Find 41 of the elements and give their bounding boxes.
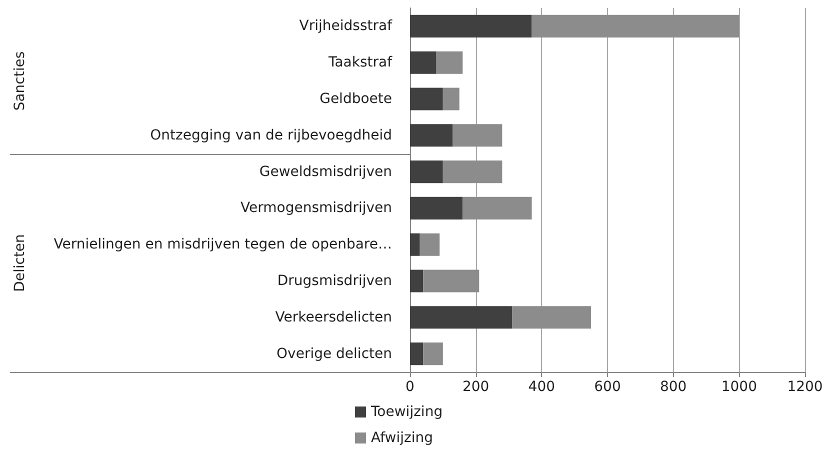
bar xyxy=(410,270,424,292)
x-tick-label: 400 xyxy=(528,379,556,395)
bar xyxy=(442,88,460,110)
text: Delicten xyxy=(12,234,28,292)
bar xyxy=(410,51,436,74)
bar xyxy=(410,88,443,110)
bar xyxy=(462,196,532,220)
x-tick-label: 0 xyxy=(406,379,414,395)
x-tick-label: 200 xyxy=(462,379,490,395)
y-tick-label: Vernielingen en misdrijven tegen de openbare… xyxy=(54,236,392,253)
y-tick-label: Taakstraf xyxy=(327,54,394,71)
bar xyxy=(436,51,463,74)
x-tick-label: 800 xyxy=(660,379,687,395)
bar xyxy=(410,306,512,329)
bar xyxy=(420,233,440,256)
y-tick-label: Verkeersdelicten xyxy=(275,309,392,326)
bar xyxy=(410,233,420,256)
bar xyxy=(423,342,443,366)
bar xyxy=(452,124,502,147)
y-tick-label: Geweldsmisdrijven xyxy=(259,164,392,180)
y-tick-label: Overige delicten xyxy=(276,346,392,362)
bar xyxy=(410,14,532,38)
y-tick-label: Vermogensmisdrijven xyxy=(240,200,392,216)
bar xyxy=(410,160,443,184)
y-tick-label: Vrijheidsstraf xyxy=(299,18,394,34)
bar xyxy=(410,196,463,220)
bar xyxy=(512,306,592,329)
bar xyxy=(442,160,502,184)
legend-label: Afwijzing xyxy=(371,430,433,446)
bar xyxy=(410,124,453,147)
y-tick-label: Ontzegging van de rijbevoegdheid xyxy=(150,127,392,144)
bar xyxy=(532,14,740,38)
y-tick-label: Drugsmisdrijven xyxy=(277,273,392,289)
text: Sancties xyxy=(12,51,28,110)
x-tick-label: 1200 xyxy=(787,379,823,395)
legend-label: Toewijzing xyxy=(370,404,443,420)
bar xyxy=(410,342,424,366)
bar xyxy=(423,270,480,292)
y-tick-label: Geldboete xyxy=(320,91,392,107)
x-tick-label: 600 xyxy=(594,379,621,395)
x-tick-label: 1000 xyxy=(721,379,757,395)
